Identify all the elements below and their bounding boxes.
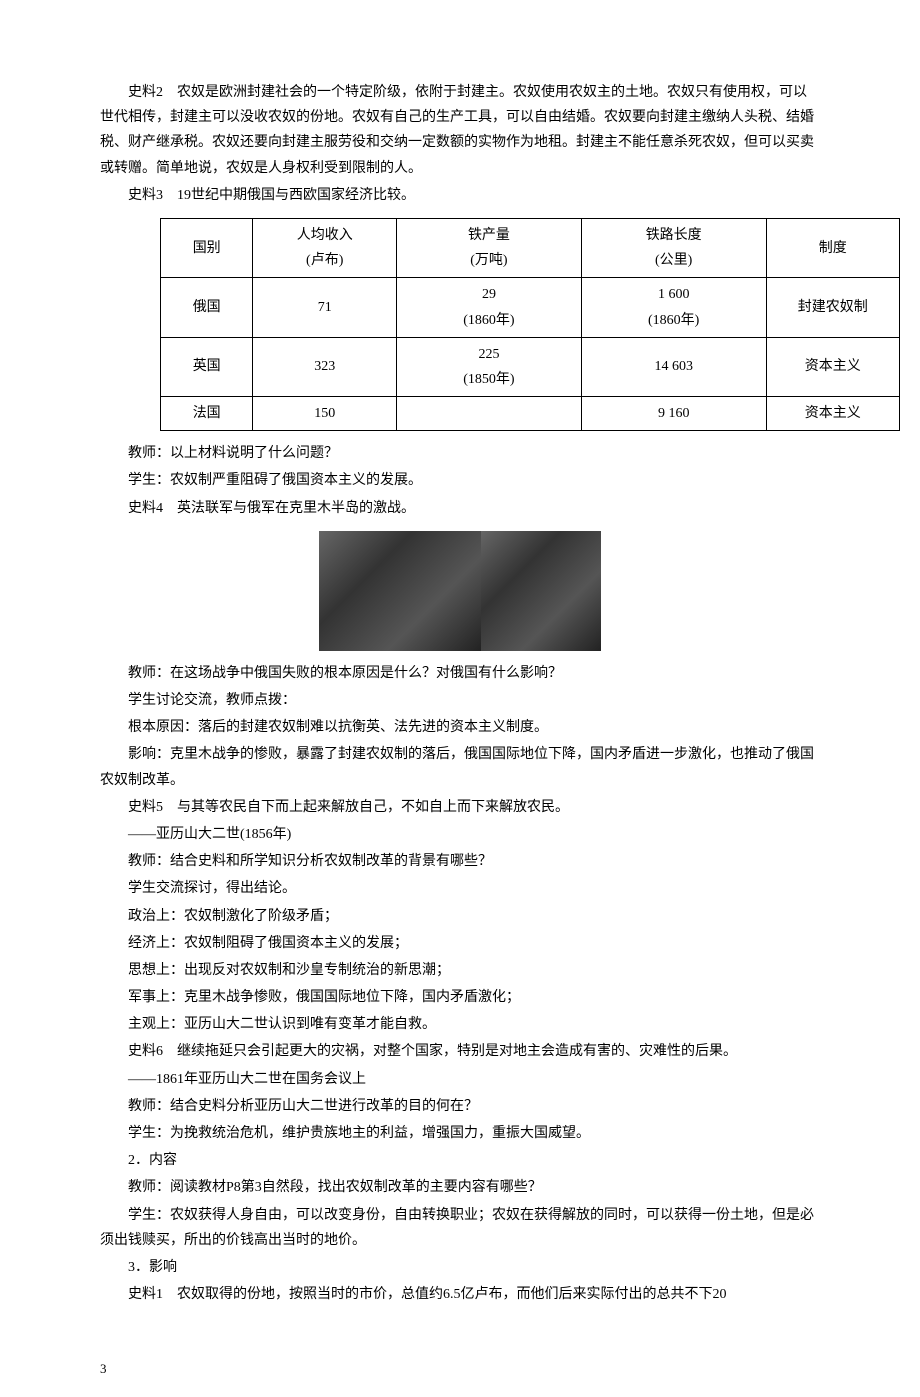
- header-rail-l1: 铁路长度: [590, 223, 758, 248]
- cell-iron-l2: (1860年): [405, 308, 573, 333]
- paragraph-section2: 2．内容: [100, 1148, 820, 1173]
- cell-income: 71: [253, 278, 397, 337]
- paragraph-source6: ——1861年亚历山大二世在国务会议上: [100, 1067, 820, 1092]
- paragraph-section3: 3．影响: [100, 1255, 820, 1280]
- paragraph-student-discuss: 学生交流探讨，得出结论。: [100, 876, 820, 901]
- paragraph-shiliao5: 史料5 与其等农民自下而上起来解放自己，不如自上而下来解放农民。: [100, 795, 820, 820]
- header-income-l1: 人均收入: [261, 223, 388, 248]
- table-header-row: 国别 人均收入 (卢布) 铁产量 (万吨) 铁路长度 (公里) 制度: [161, 218, 900, 277]
- cell-system: 资本主义: [766, 397, 899, 431]
- paragraph-shiliao1-bottom: 史料1 农奴取得的份地，按照当时的市价，总值约6.5亿卢布，而他们后来实际付出的…: [100, 1282, 820, 1307]
- header-rail: 铁路长度 (公里): [581, 218, 766, 277]
- cell-iron: 225 (1850年): [397, 337, 582, 396]
- paragraph-impact: 影响：克里木战争的惨败，暴露了封建农奴制的落后，俄国国际地位下降，国内矛盾进一步…: [100, 742, 820, 792]
- header-income-l2: (卢布): [261, 248, 388, 273]
- paragraph-teacher-q3: 教师：结合史料和所学知识分析农奴制改革的背景有哪些？: [100, 849, 820, 874]
- cell-rail-l1: 1 600: [590, 282, 758, 307]
- cell-income: 150: [253, 397, 397, 431]
- cell-nation: 法国: [161, 397, 253, 431]
- paragraph-teacher-q1: 教师：以上材料说明了什么问题？: [100, 441, 820, 466]
- cell-income: 323: [253, 337, 397, 396]
- table-row: 英国 323 225 (1850年) 14 603 资本主义: [161, 337, 900, 396]
- cell-iron-l1: 29: [405, 282, 573, 307]
- cell-nation: 英国: [161, 337, 253, 396]
- paragraph-ideological: 思想上：出现反对农奴制和沙皇专制统治的新思潮；: [100, 958, 820, 983]
- paragraph-shiliao3: 史料3 19世纪中期俄国与西欧国家经济比较。: [100, 183, 820, 208]
- table-row: 俄国 71 29 (1860年) 1 600 (1860年) 封建农奴制: [161, 278, 900, 337]
- paragraph-political: 政治上：农奴制激化了阶级矛盾；: [100, 904, 820, 929]
- header-rail-l2: (公里): [590, 248, 758, 273]
- header-iron: 铁产量 (万吨): [397, 218, 582, 277]
- cell-iron-l1: 225: [405, 342, 573, 367]
- cell-system: 封建农奴制: [766, 278, 899, 337]
- economy-comparison-table: 国别 人均收入 (卢布) 铁产量 (万吨) 铁路长度 (公里) 制度 俄国 71…: [160, 218, 900, 431]
- cell-rail: 1 600 (1860年): [581, 278, 766, 337]
- paragraph-economic: 经济上：农奴制阻碍了俄国资本主义的发展；: [100, 931, 820, 956]
- cell-rail-l2: (1860年): [590, 308, 758, 333]
- cell-rail: 9 160: [581, 397, 766, 431]
- page-number: 3: [100, 1357, 107, 1380]
- paragraph-discuss: 学生讨论交流，教师点拨：: [100, 688, 820, 713]
- paragraph-shiliao2: 史料2 农奴是欧洲封建社会的一个特定阶级，依附于封建主。农奴使用农奴主的土地。农…: [100, 80, 820, 181]
- paragraph-military: 军事上：克里木战争惨败，俄国国际地位下降，国内矛盾激化；: [100, 985, 820, 1010]
- cell-iron: [397, 397, 582, 431]
- header-income: 人均收入 (卢布): [253, 218, 397, 277]
- paragraph-shiliao6: 史料6 继续拖延只会引起更大的灾祸，对整个国家，特别是对地主会造成有害的、灾难性…: [100, 1039, 820, 1064]
- battle-image-1: [319, 531, 481, 651]
- cell-rail: 14 603: [581, 337, 766, 396]
- header-nation: 国别: [161, 218, 253, 277]
- paragraph-teacher-q4: 教师：结合史料分析亚历山大二世进行改革的目的何在？: [100, 1094, 820, 1119]
- paragraph-teacher-q2: 教师：在这场战争中俄国失败的根本原因是什么？对俄国有什么影响？: [100, 661, 820, 686]
- paragraph-shiliao4: 史料4 英法联军与俄军在克里木半岛的激战。: [100, 496, 820, 521]
- paragraph-subjective: 主观上：亚历山大二世认识到唯有变革才能自救。: [100, 1012, 820, 1037]
- paragraph-student-a4: 学生：为挽救统治危机，维护贵族地主的利益，增强国力，重振大国威望。: [100, 1121, 820, 1146]
- paragraph-student-a1: 学生：农奴制严重阻碍了俄国资本主义的发展。: [100, 468, 820, 493]
- header-iron-l1: 铁产量: [405, 223, 573, 248]
- paragraph-student-a5: 学生：农奴获得人身自由，可以改变身份，自由转换职业；农奴在获得解放的同时，可以获…: [100, 1203, 820, 1253]
- cell-iron-l2: (1850年): [405, 367, 573, 392]
- cell-nation: 俄国: [161, 278, 253, 337]
- header-system: 制度: [766, 218, 899, 277]
- battle-image-2: [481, 531, 601, 651]
- header-iron-l2: (万吨): [405, 248, 573, 273]
- table-row: 法国 150 9 160 资本主义: [161, 397, 900, 431]
- paragraph-root-cause: 根本原因：落后的封建农奴制难以抗衡英、法先进的资本主义制度。: [100, 715, 820, 740]
- paragraph-teacher-q5: 教师：阅读教材P8第3自然段，找出农奴制改革的主要内容有哪些？: [100, 1175, 820, 1200]
- cell-system: 资本主义: [766, 337, 899, 396]
- cell-iron: 29 (1860年): [397, 278, 582, 337]
- paragraph-source5: ——亚历山大二世(1856年): [100, 822, 820, 847]
- battle-images: [100, 531, 820, 651]
